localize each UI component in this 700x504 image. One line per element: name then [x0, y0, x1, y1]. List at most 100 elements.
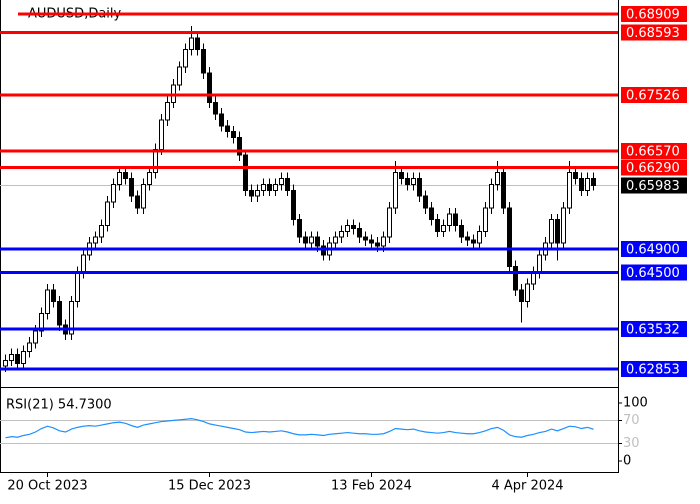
last-price-box: [621, 177, 687, 194]
candle-body: [3, 359, 8, 367]
candle-body: [69, 301, 74, 335]
candle-body: [213, 101, 218, 115]
candle-body: [195, 37, 200, 51]
candle-body: [417, 178, 422, 197]
candle-body: [27, 342, 32, 353]
candle-body: [405, 178, 410, 185]
level-label-box: [621, 5, 687, 22]
candle-body: [297, 219, 302, 238]
level-label-box: [621, 264, 687, 281]
candle-body: [591, 178, 596, 187]
candle-body: [243, 154, 248, 191]
x-tick-label: 20 Oct 2023: [7, 479, 87, 494]
candle-body: [453, 213, 458, 226]
candle-body: [447, 213, 452, 226]
candle-body: [93, 236, 98, 244]
candle-body: [525, 283, 530, 303]
candle-body: [117, 172, 122, 185]
y-tick-label: 70: [623, 413, 640, 428]
candle-body: [105, 201, 110, 226]
candle-body: [33, 330, 38, 344]
candle-body: [423, 195, 428, 209]
candle-body: [501, 172, 506, 209]
candle-body: [309, 236, 314, 244]
candle-body: [225, 125, 230, 133]
candle-body: [567, 172, 572, 209]
candle-body: [585, 178, 590, 191]
candle-body: [165, 101, 170, 121]
level-label: 0.66570: [626, 145, 680, 160]
level-label-box: [621, 360, 687, 377]
candle-body: [429, 207, 434, 221]
level-label: 0.68593: [626, 26, 680, 41]
level-label: 0.64900: [626, 242, 680, 257]
candle-body: [513, 266, 518, 291]
last-price-label: 0.65983: [626, 179, 680, 194]
candle-body: [255, 189, 260, 197]
candle-body: [291, 189, 296, 221]
candle-body: [219, 113, 224, 127]
candle-body: [249, 189, 254, 197]
candle-body: [573, 172, 578, 180]
candle-body: [51, 289, 56, 303]
candle-body: [159, 119, 164, 150]
candle-body: [231, 131, 236, 139]
candle-body: [189, 37, 194, 51]
candle-body: [129, 178, 134, 197]
level-label: 0.66290: [626, 161, 680, 176]
level-label: 0.63532: [626, 323, 680, 338]
candle-body: [399, 172, 404, 180]
candle-body: [465, 236, 470, 241]
level-label-box: [621, 240, 687, 257]
candle-body: [441, 224, 446, 232]
candle-body: [123, 172, 128, 180]
candle-body: [369, 239, 374, 244]
level-label-box: [621, 24, 687, 41]
candle-body: [111, 183, 116, 203]
candle-body: [477, 230, 482, 244]
candle-body: [81, 254, 86, 273]
candle-body: [285, 178, 290, 191]
x-tick-label: 13 Feb 2024: [331, 479, 412, 494]
candle-body: [561, 207, 566, 244]
level-label: 0.62853: [626, 362, 680, 377]
candle-body: [147, 172, 152, 185]
candle-body: [315, 236, 320, 247]
candle-body: [273, 183, 278, 191]
candle-body: [357, 227, 362, 238]
candle-body: [39, 312, 44, 332]
candle-body: [279, 178, 284, 185]
candle-body: [99, 224, 104, 238]
y-tick-label: 100: [623, 396, 648, 411]
candle-body: [549, 219, 554, 244]
candle-body: [381, 236, 386, 247]
candle-body: [15, 354, 20, 364]
candle-body: [345, 224, 350, 232]
candle-body: [459, 224, 464, 238]
rsi-title: RSI(21) 54.7300: [6, 398, 112, 413]
candle-body: [9, 354, 14, 361]
candle-body: [393, 172, 398, 209]
candle-body: [579, 178, 584, 191]
candle-body: [135, 195, 140, 209]
candle-body: [153, 148, 158, 174]
rsi-line: [5, 418, 594, 439]
candle-body: [351, 224, 356, 229]
candle-body: [555, 219, 560, 244]
candle-body: [267, 183, 272, 191]
candle-body: [483, 207, 488, 232]
candle-body: [489, 183, 494, 209]
level-label-box: [621, 321, 687, 338]
candle-body: [207, 72, 212, 103]
candle-body: [339, 230, 344, 238]
level-label-box: [621, 159, 687, 176]
candle-body: [45, 289, 50, 314]
candle-body: [411, 178, 416, 185]
x-tick-label: 15 Dec 2023: [168, 479, 251, 494]
candle-body: [531, 271, 536, 285]
candle-body: [471, 239, 476, 244]
level-label: 0.68909: [626, 7, 680, 22]
candle-body: [495, 172, 500, 185]
level-label-box: [621, 86, 687, 103]
